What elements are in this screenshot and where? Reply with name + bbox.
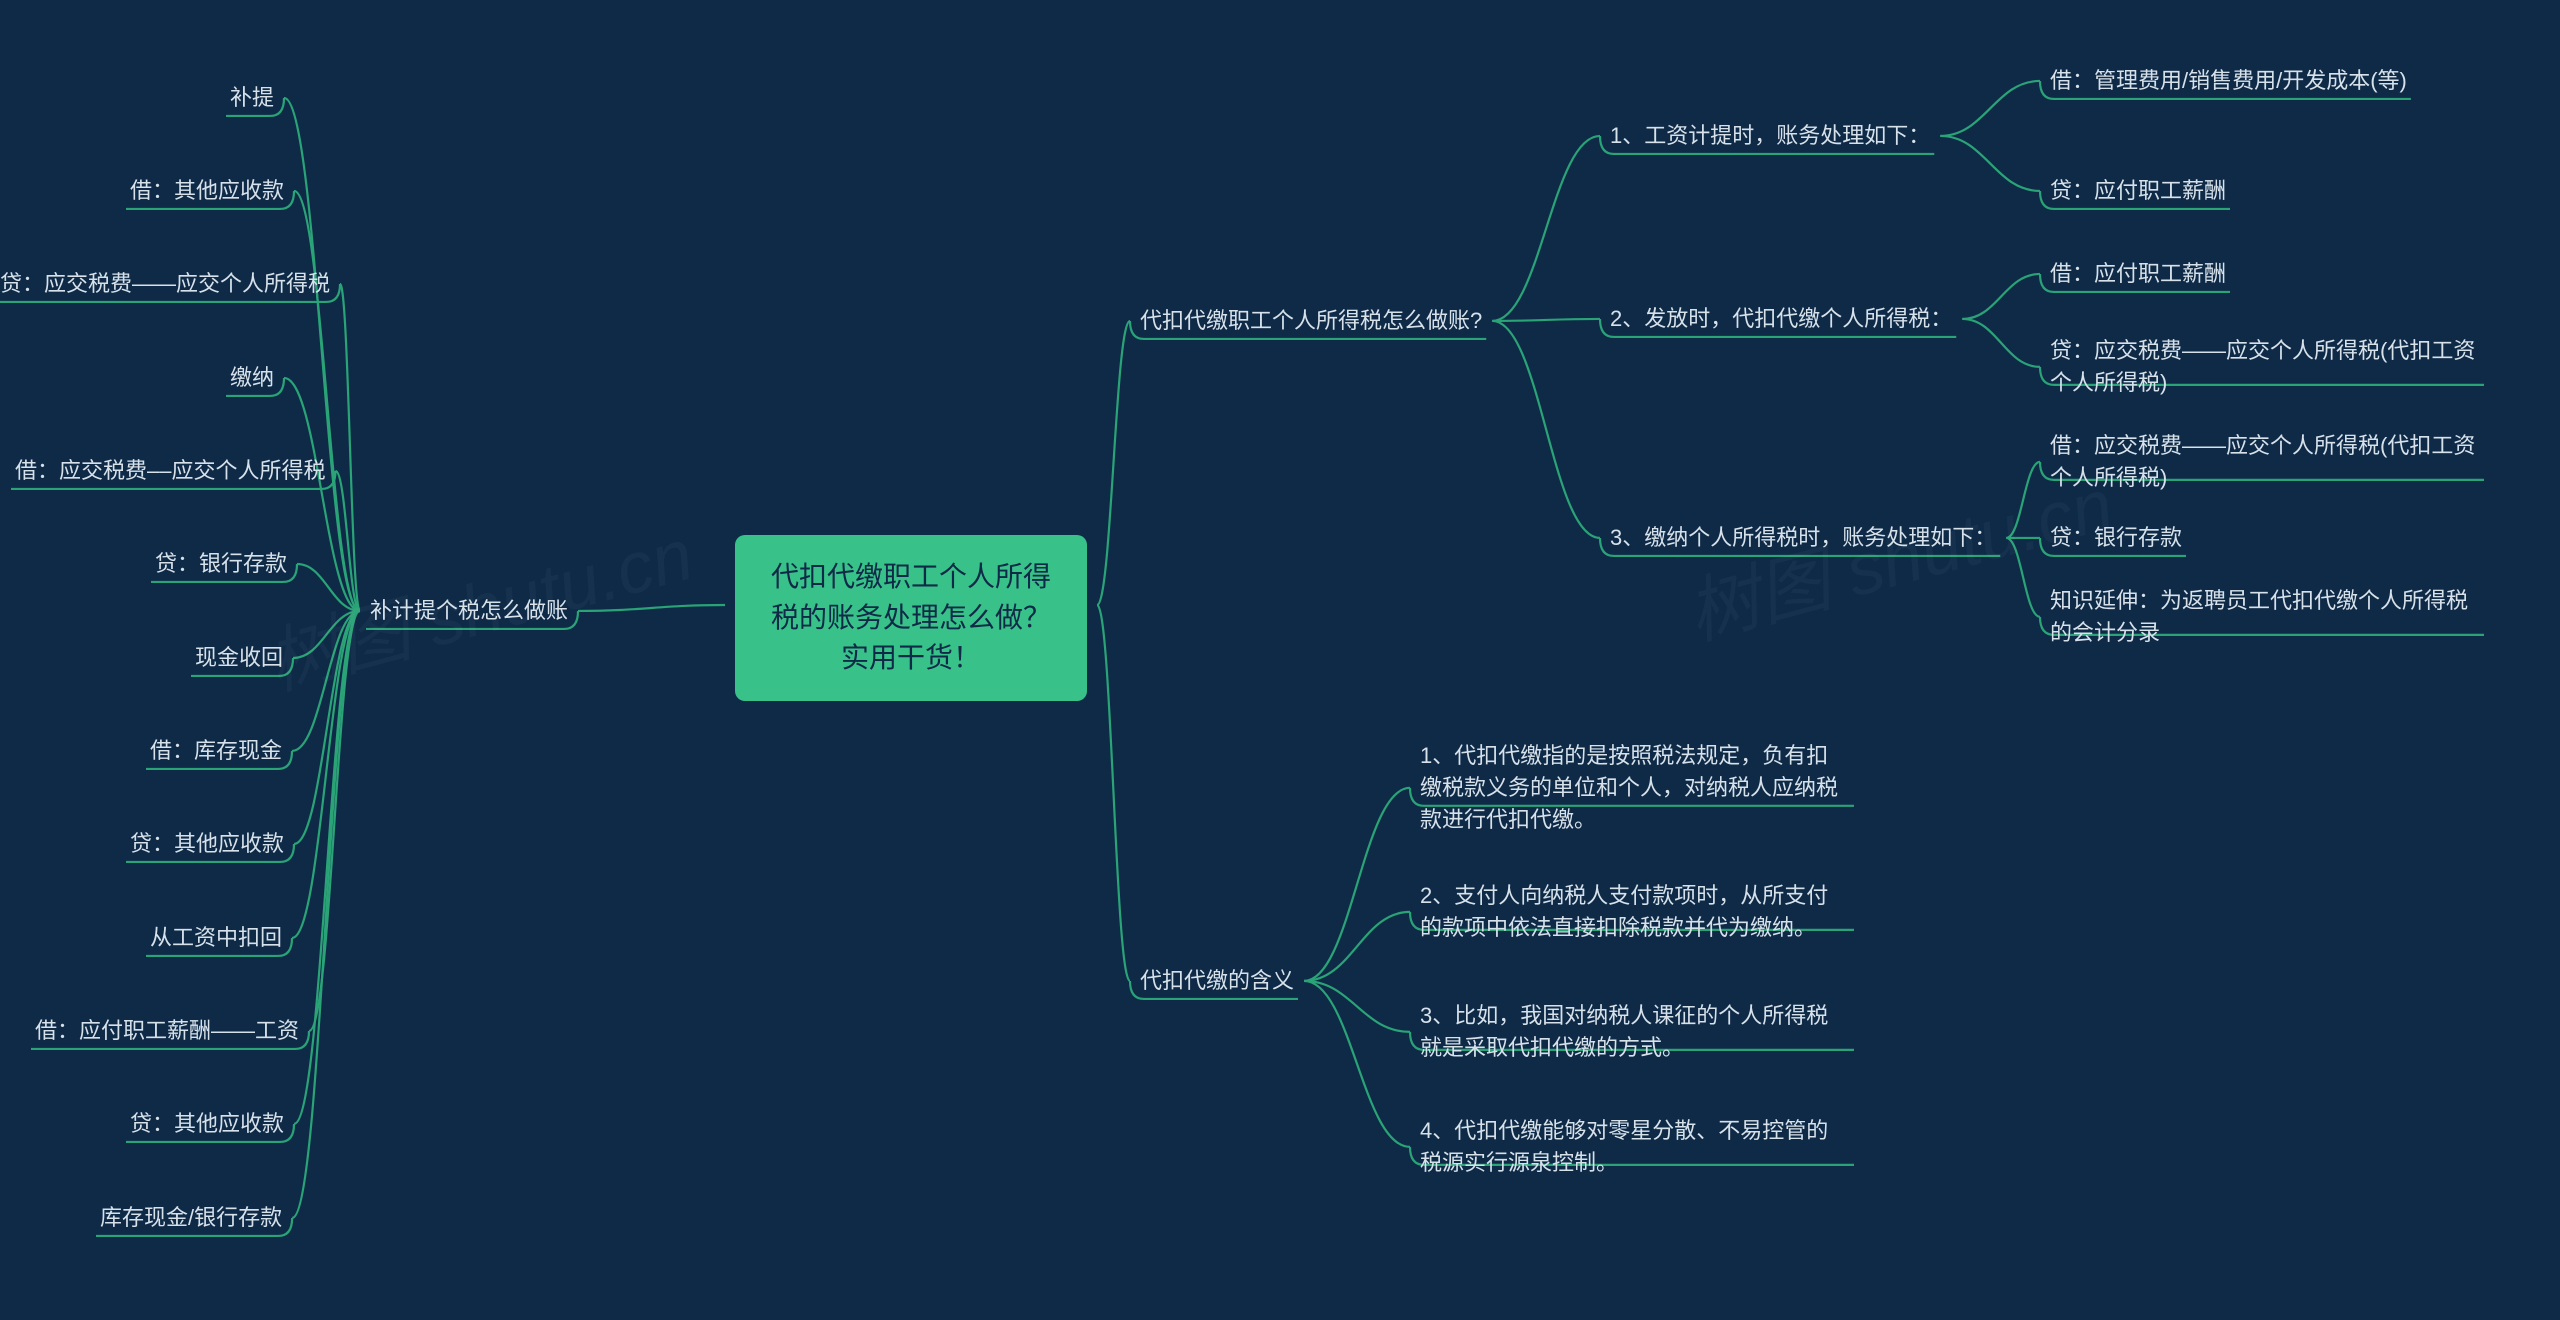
mindmap-edge — [284, 378, 360, 611]
mindmap-node[interactable]: 借：管理费用/销售费用/开发成本(等) — [2050, 65, 2407, 97]
mindmap-node[interactable]: 借：库存现金 — [150, 735, 282, 767]
root-label: 代扣代缴职工个人所得税的账务处理怎么做？实用干货！ — [771, 561, 1051, 673]
mindmap-edge — [292, 611, 360, 1218]
mindmap-edge — [578, 605, 725, 611]
mindmap-edge — [297, 564, 360, 611]
mindmap-edge — [1304, 981, 1410, 1147]
mindmap-node[interactable]: 3、缴纳个人所得税时，账务处理如下： — [1610, 522, 1996, 554]
mindmap-node[interactable]: 借：其他应收款 — [130, 175, 284, 207]
mindmap-edge — [292, 611, 360, 938]
mindmap-node[interactable]: 代扣代缴职工个人所得税怎么做账? — [1140, 305, 1482, 337]
mindmap-node[interactable]: 借：应付职工薪酬 — [2050, 258, 2226, 290]
mindmap-edge — [293, 611, 360, 658]
mindmap-edge — [2006, 538, 2040, 617]
mindmap-node[interactable]: 1、工资计提时，账务处理如下： — [1610, 120, 1930, 152]
mindmap-edge — [294, 611, 360, 844]
mindmap-node[interactable]: 3、比如，我国对纳税人课征的个人所得税就是采取代扣代缴的方式。 — [1420, 1000, 1850, 1064]
mindmap-node[interactable]: 2、发放时，代扣代缴个人所得税： — [1610, 303, 1952, 335]
mindmap-root[interactable]: 代扣代缴职工个人所得税的账务处理怎么做？实用干货！ — [735, 535, 1087, 701]
mindmap-node[interactable]: 缴纳 — [230, 362, 274, 394]
mindmap-edge — [294, 611, 360, 1124]
mindmap-node[interactable]: 2、支付人向纳税人支付款项时，从所支付的款项中依法直接扣除税款并代为缴纳。 — [1420, 880, 1850, 944]
mindmap-node[interactable]: 贷：银行存款 — [2050, 522, 2182, 554]
mindmap-node[interactable]: 代扣代缴的含义 — [1140, 965, 1294, 997]
mindmap-edge — [1304, 788, 1410, 981]
mindmap-node[interactable]: 4、代扣代缴能够对零星分散、不易控管的税源实行源泉控制。 — [1420, 1115, 1850, 1179]
mindmap-edge — [309, 611, 360, 1031]
mindmap-edge — [1492, 321, 1600, 538]
mindmap-edge — [1492, 319, 1600, 321]
mindmap-edge — [1097, 321, 1130, 605]
mindmap-edge — [340, 284, 360, 611]
mindmap-node[interactable]: 贷：银行存款 — [155, 548, 287, 580]
mindmap-node[interactable]: 贷：其他应收款 — [130, 828, 284, 860]
mindmap-edge — [1304, 981, 1410, 1032]
mindmap-edge — [1097, 605, 1130, 981]
mindmap-node[interactable]: 贷：应交税费——应交个人所得税 — [0, 268, 330, 300]
mindmap-node[interactable]: 贷：应付职工薪酬 — [2050, 175, 2226, 207]
mindmap-edge — [2006, 462, 2040, 538]
mindmap-edge — [284, 98, 360, 611]
mindmap-edge — [335, 471, 360, 611]
mindmap-node[interactable]: 借：应交税费——应交个人所得税(代扣工资个人所得税) — [2050, 430, 2480, 494]
mindmap-node[interactable]: 补计提个税怎么做账 — [370, 595, 568, 627]
mindmap-edge — [1304, 912, 1410, 981]
mindmap-node[interactable]: 借：应交税费––应交个人所得税 — [15, 455, 325, 487]
mindmap-edge — [294, 191, 360, 611]
mindmap-node[interactable]: 补提 — [230, 82, 274, 114]
mindmap-node[interactable]: 1、代扣代缴指的是按照税法规定，负有扣缴税款义务的单位和个人，对纳税人应纳税款进… — [1420, 740, 1850, 836]
mindmap-node[interactable]: 库存现金/银行存款 — [100, 1202, 282, 1234]
mindmap-node[interactable]: 从工资中扣回 — [150, 922, 282, 954]
mindmap-node[interactable]: 借：应付职工薪酬——工资 — [35, 1015, 299, 1047]
mindmap-node[interactable]: 现金收回 — [195, 642, 283, 674]
mindmap-node[interactable]: 贷：应交税费——应交个人所得税(代扣工资个人所得税) — [2050, 335, 2480, 399]
mindmap-node[interactable]: 贷：其他应收款 — [130, 1108, 284, 1140]
mindmap-node[interactable]: 知识延伸：为返聘员工代扣代缴个人所得税的会计分录 — [2050, 585, 2480, 649]
mindmap-edge — [1940, 136, 2040, 191]
mindmap-edge — [1962, 274, 2040, 319]
mindmap-edge — [292, 611, 360, 751]
mindmap-edge — [1962, 319, 2040, 367]
mindmap-edge — [1940, 81, 2040, 136]
mindmap-edge — [1492, 136, 1600, 321]
